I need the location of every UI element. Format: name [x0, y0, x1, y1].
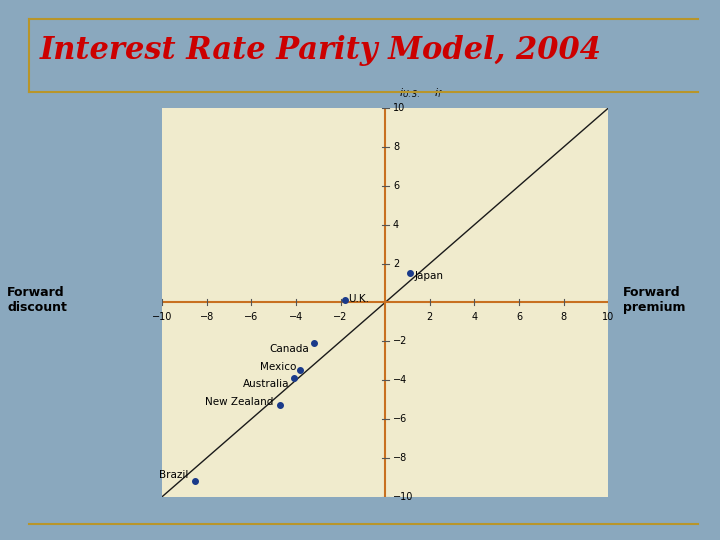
Text: Interest Rate Parity Model, 2004: Interest Rate Parity Model, 2004: [40, 35, 602, 66]
Text: 10: 10: [602, 312, 615, 322]
Text: 2: 2: [393, 259, 400, 268]
Text: 6: 6: [393, 181, 399, 191]
Text: Japan: Japan: [414, 271, 444, 281]
Text: −4: −4: [393, 375, 408, 385]
Text: Forward
premium: Forward premium: [623, 286, 685, 314]
Text: 2: 2: [427, 312, 433, 322]
Text: New Zealand: New Zealand: [205, 396, 274, 407]
Text: −2: −2: [393, 336, 408, 346]
Text: Forward
discount: Forward discount: [7, 286, 67, 314]
Text: Mexico: Mexico: [259, 362, 296, 372]
Text: Australia: Australia: [243, 379, 289, 389]
Text: 6: 6: [516, 312, 522, 322]
Text: −8: −8: [393, 453, 408, 463]
Text: 4: 4: [393, 220, 399, 229]
Text: 8: 8: [561, 312, 567, 322]
Text: 8: 8: [393, 142, 399, 152]
Text: Canada: Canada: [269, 344, 310, 354]
Text: 4: 4: [472, 312, 477, 322]
Text: 10: 10: [393, 103, 405, 113]
Text: U.K.: U.K.: [348, 294, 369, 303]
Text: −6: −6: [244, 312, 258, 322]
Text: −2: −2: [333, 312, 348, 322]
Text: −4: −4: [289, 312, 303, 322]
Text: Brazil: Brazil: [159, 470, 189, 481]
Text: −8: −8: [199, 312, 214, 322]
Text: $i_{U.S.} - i_f$: $i_{U.S.} - i_f$: [399, 86, 443, 100]
Text: −10: −10: [152, 312, 172, 322]
Text: −6: −6: [393, 414, 408, 424]
Text: −10: −10: [393, 492, 413, 502]
